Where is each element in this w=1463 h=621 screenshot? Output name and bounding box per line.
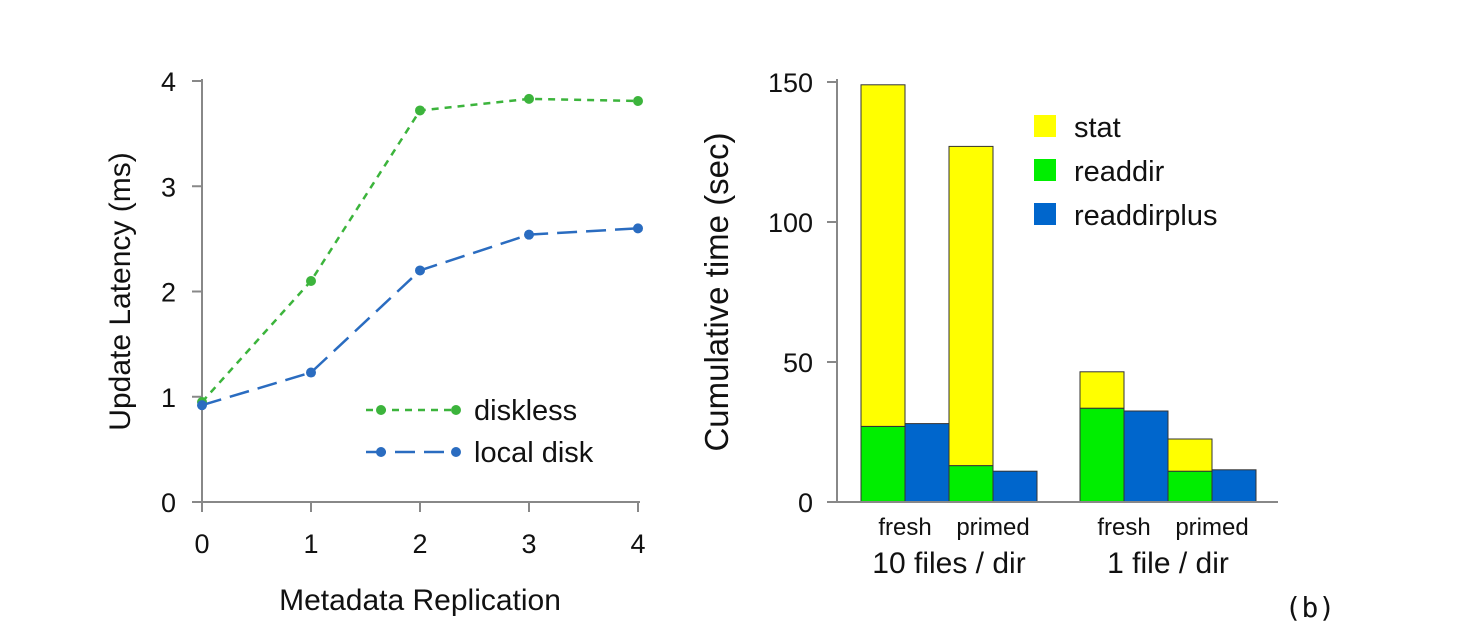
bar-readdirplus [1211, 469, 1257, 503]
group-label: 1 file / dir [1107, 547, 1229, 580]
y-tick-label: 2 [161, 278, 176, 308]
series-line-local-disk [201, 227, 639, 407]
cumulative-time-bar-chart: 0 50 100 150 Cumulative time (sec) fresh prime… [698, 68, 1278, 580]
data-point [415, 265, 425, 276]
y-tick-label: 1 [161, 383, 176, 413]
y-axis-title: Cumulative time (sec) [698, 132, 735, 451]
latency-line-chart: 0 1 2 3 4 0 1 2 3 4 Metadata Replication Update Lat… [104, 67, 646, 617]
bar-stat [1079, 371, 1125, 409]
condition-label: fresh [878, 514, 931, 541]
bar-readdir [1079, 407, 1125, 503]
y-tick-label: 4 [161, 67, 176, 97]
legend-swatch [1034, 159, 1056, 181]
x-tick-label: 2 [412, 529, 427, 559]
data-point [197, 400, 207, 411]
y-tick-label: 100 [768, 208, 813, 238]
y-tick-label: 0 [798, 488, 813, 518]
legend-marker [376, 447, 386, 457]
condition-label: primed [956, 514, 1029, 541]
x-tick-label: 0 [194, 529, 209, 559]
y-tick-label: 150 [768, 68, 813, 98]
data-point [306, 367, 316, 378]
data-point [633, 95, 643, 106]
panel-label: (b) [1285, 591, 1336, 621]
legend-marker [376, 405, 386, 415]
series-line-diskless [201, 97, 639, 403]
condition-label: primed [1175, 514, 1248, 541]
bar-readdirplus [904, 423, 950, 503]
y-tick-label: 3 [161, 172, 176, 202]
legend-marker [451, 447, 461, 457]
group-label: 10 files / dir [872, 547, 1025, 580]
y-tick-label: 0 [161, 488, 176, 518]
bar-stat [1167, 438, 1213, 472]
legend-marker [451, 405, 461, 415]
condition-label: fresh [1097, 514, 1150, 541]
bar-stat [948, 145, 994, 467]
bar-readdir [860, 425, 906, 503]
y-axis-title: Update Latency (ms) [104, 152, 137, 430]
x-tick-label: 1 [303, 529, 318, 559]
x-axis-title: Metadata Replication [279, 584, 561, 617]
data-point [524, 93, 534, 104]
bar-readdir [1167, 470, 1213, 503]
bar-readdirplus [1123, 410, 1169, 503]
legend-label: stat [1074, 112, 1121, 144]
data-point [633, 223, 643, 234]
legend-swatch [1034, 203, 1056, 225]
legend-label: readdirplus [1074, 200, 1217, 232]
bar-readdirplus [992, 470, 1038, 503]
bar-stat [860, 84, 906, 427]
x-tick-label: 3 [521, 529, 536, 559]
data-point [306, 275, 316, 286]
legend-label: diskless [474, 395, 577, 427]
data-point [524, 229, 534, 240]
legend-label: local disk [474, 437, 594, 469]
legend-swatch [1034, 115, 1056, 137]
x-tick-label: 4 [630, 529, 645, 559]
data-point [415, 105, 425, 116]
legend-label: readdir [1074, 156, 1165, 188]
y-tick-label: 50 [783, 348, 813, 378]
bar-readdir [948, 465, 994, 503]
